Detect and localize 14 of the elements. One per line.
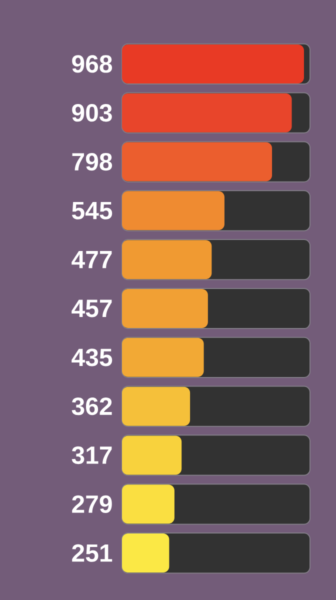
data-label: 251 [72, 544, 112, 562]
bar [122, 436, 182, 475]
bar [122, 534, 170, 573]
data-label: 435 [72, 348, 112, 366]
data-label: 903 [72, 104, 112, 122]
data-label: 457 [72, 300, 112, 318]
data-label: 798 [72, 152, 112, 171]
data-label: 362 [72, 397, 112, 416]
data-label: 545 [72, 202, 112, 220]
data-label: 317 [72, 446, 112, 464]
data-label: 279 [72, 495, 112, 513]
bar [122, 484, 174, 524]
data-label: 968 [72, 55, 112, 73]
data-label: 477 [72, 251, 112, 268]
